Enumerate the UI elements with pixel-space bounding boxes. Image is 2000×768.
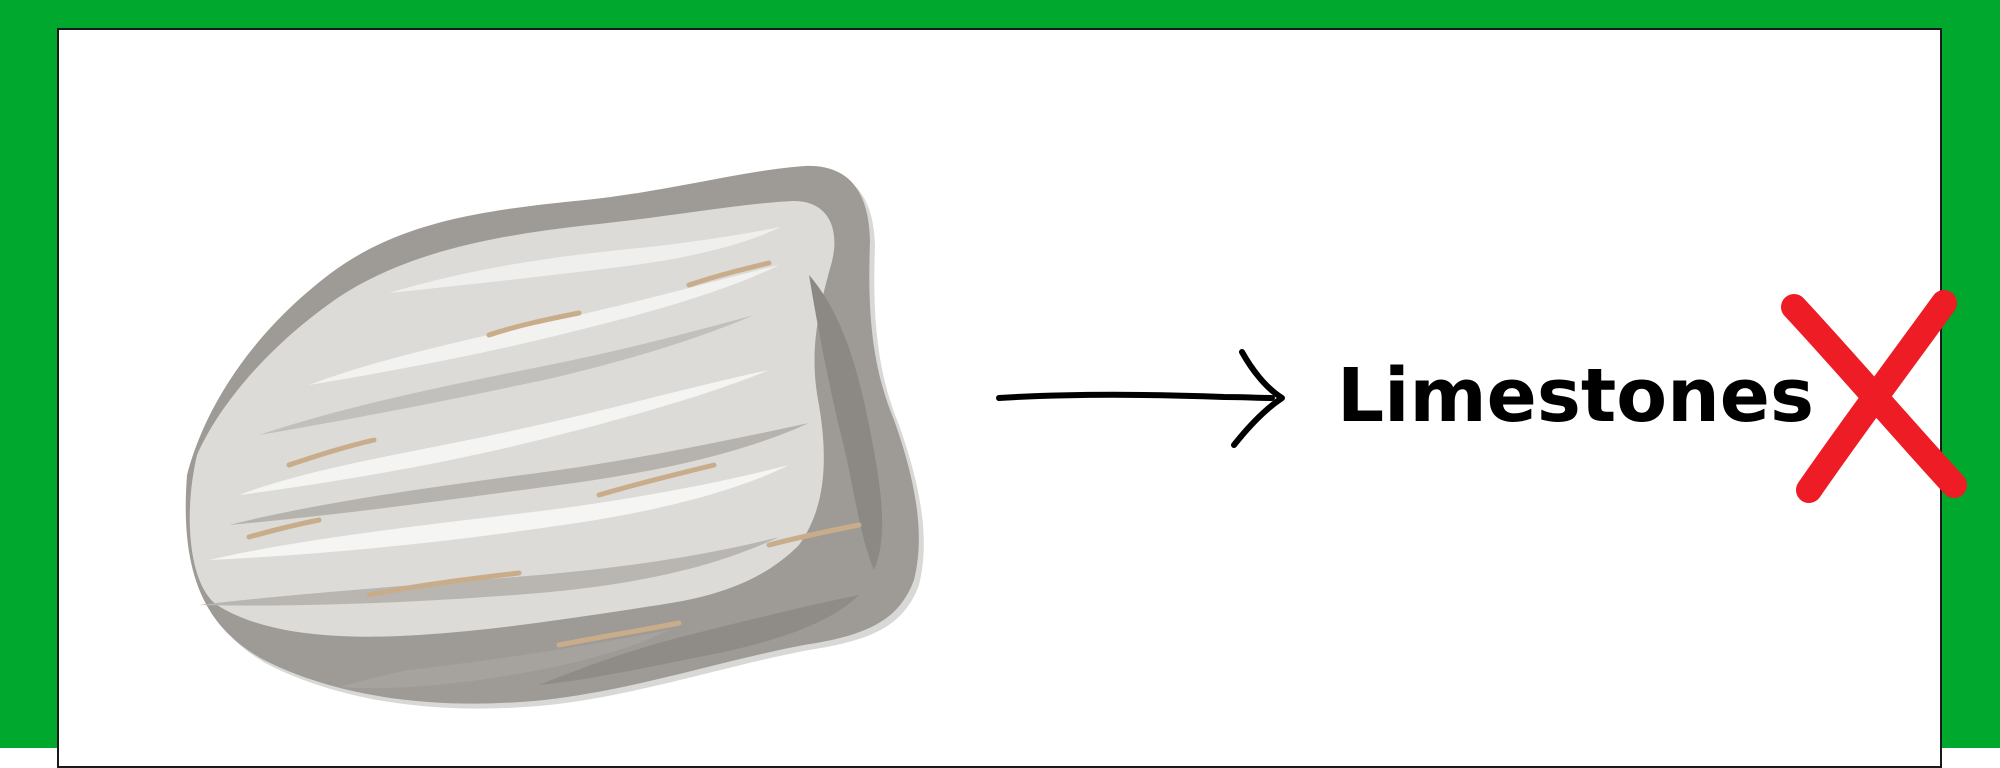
rock-streak-4 (389, 227, 781, 293)
rock-name-label: Limestones (1337, 353, 1814, 439)
red-x-cross-icon (1781, 290, 1967, 503)
rock-illustration (185, 165, 924, 709)
rock-vein-7 (246, 517, 322, 540)
rock-side-layer-2 (539, 595, 859, 685)
rock-vein-1 (286, 437, 377, 468)
rock-side-layer-3 (339, 630, 669, 689)
rock-vein-6 (766, 522, 862, 548)
rock-vein-3 (596, 462, 717, 498)
rock-streak-2 (309, 265, 779, 385)
rock-vein-2 (486, 310, 582, 338)
rock-streak-1 (239, 370, 769, 495)
rock-side-layer-1 (809, 275, 883, 570)
rock-vein-5 (686, 260, 772, 288)
rock-front-face (189, 201, 835, 637)
arrow-right-icon (996, 349, 1285, 448)
rock-grey-band-1 (229, 423, 809, 525)
rock-streak-3 (209, 465, 789, 560)
rock-vein-8 (556, 620, 682, 648)
rock-grey-band-2 (259, 315, 754, 435)
rock-grey-band-3 (199, 537, 779, 606)
rock-vein-4 (366, 570, 522, 598)
white-panel: Limestones (57, 28, 1967, 768)
